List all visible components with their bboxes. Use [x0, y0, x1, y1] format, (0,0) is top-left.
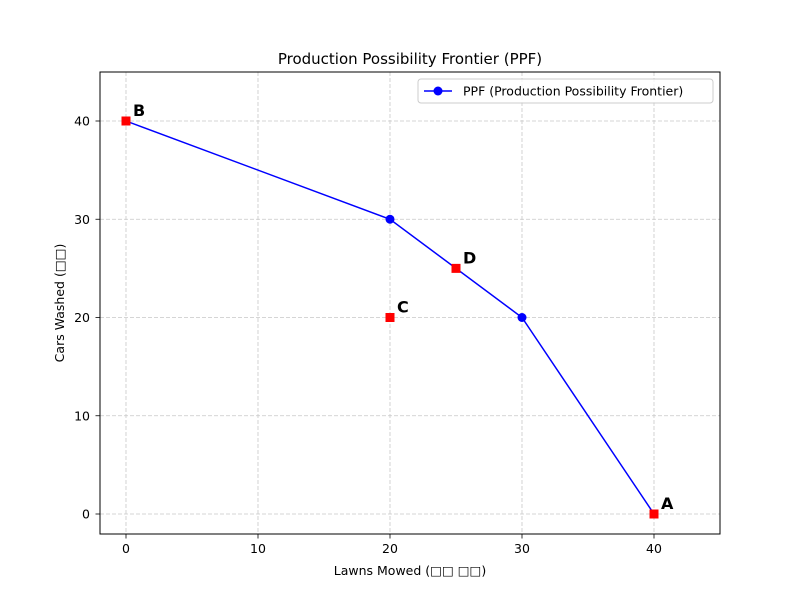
- y-tick-label: 40: [74, 114, 90, 129]
- legend-label: PPF (Production Possibility Frontier): [463, 84, 683, 99]
- axes-frame: [99, 71, 721, 535]
- highlight-points: A B C D: [121, 101, 674, 519]
- legend-box: [417, 78, 714, 104]
- point-marker-b: [121, 116, 131, 126]
- x-tick-label: 40: [646, 541, 662, 556]
- chart-title: Production Possibility Frontier (PPF): [278, 50, 542, 68]
- y-axis-label: Cars Washed (□□): [52, 244, 67, 363]
- y-tick-label: 10: [74, 408, 90, 423]
- legend-marker-icon: [433, 86, 443, 96]
- y-tick-label: 30: [74, 212, 90, 227]
- x-axis-label: Lawns Mowed (□□ □□): [334, 563, 486, 578]
- x-tick-label: 10: [250, 541, 266, 556]
- legend: PPF (Production Possibility Frontier): [417, 78, 714, 104]
- point-label-b: B: [133, 101, 145, 120]
- point-marker-d: [451, 263, 461, 273]
- ppf-marker: [385, 214, 395, 224]
- point-label-a: A: [661, 494, 674, 513]
- point-marker-a: [649, 509, 659, 519]
- point-marker-c: [385, 313, 395, 322]
- x-tick-label: 20: [382, 541, 398, 556]
- y-tick-label: 0: [82, 507, 90, 522]
- y-tick-label: 20: [74, 310, 90, 325]
- x-tick-label: 30: [514, 541, 530, 556]
- y-axis-ticks: 0 10 20 30 40: [74, 114, 100, 522]
- point-label-d: D: [463, 248, 476, 267]
- x-tick-label: 0: [122, 541, 130, 556]
- ppf-marker: [517, 313, 527, 322]
- point-label-c: C: [397, 298, 409, 317]
- x-axis-ticks: 0 10 20 30 40: [122, 534, 662, 556]
- grid: [100, 72, 720, 534]
